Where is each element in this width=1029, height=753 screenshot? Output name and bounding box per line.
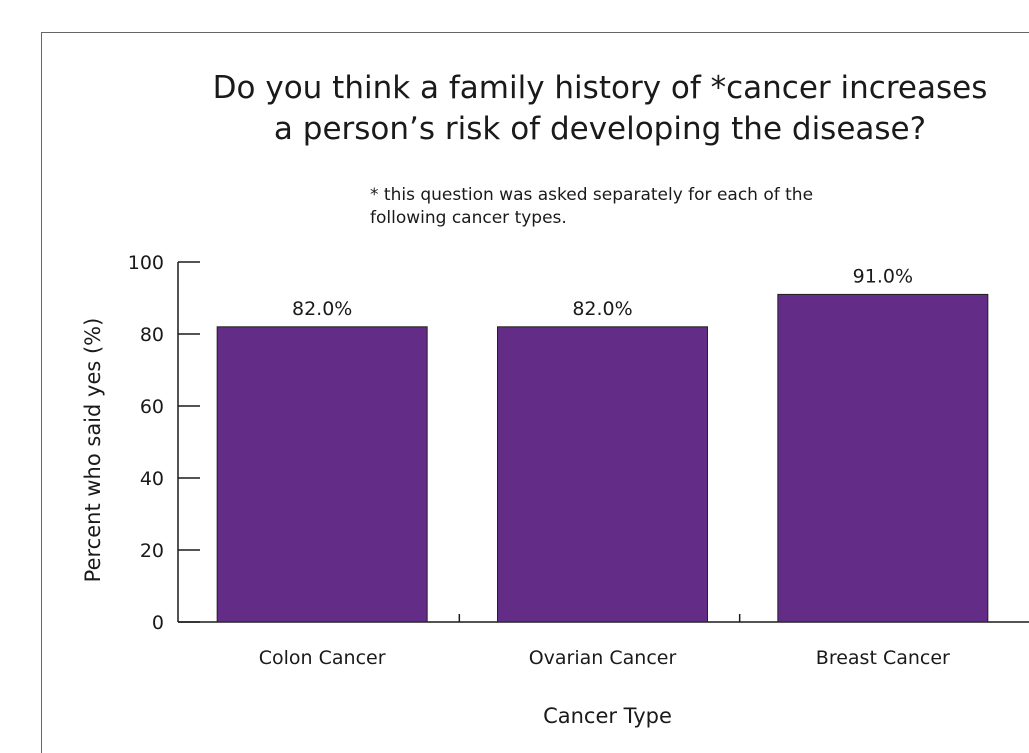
y-axis-title: Percent who said yes (%) [81,318,105,583]
bar-chart: 0 20 40 60 80 100 82.0% Colon Cancer 82.0% Ovaria… [81,252,1029,728]
bar-value-label: 82.0% [572,298,632,320]
x-category-label: Ovarian Cancer [529,647,677,669]
bars [216,293,989,623]
chart-subtitle: * this question was asked separately for… [370,185,814,228]
bar [497,326,708,623]
y-tick-label: 0 [152,612,164,634]
x-category-label: Breast Cancer [816,647,950,669]
x-category-label: Colon Cancer [259,647,386,669]
labels: 0 20 40 60 80 100 82.0% Colon Cancer 82.0% Ovaria… [81,252,950,728]
bar-value-label: 82.0% [292,298,352,320]
y-tick-label: 40 [140,468,164,490]
chart-title: Do you think a family history of *cancer… [212,70,988,147]
y-tick-label: 60 [140,396,164,418]
bar-value-label: 91.0% [853,265,913,287]
x-axis-title: Cancer Type [543,704,672,728]
chart-frame [41,32,1029,753]
y-tick-label: 80 [140,324,164,346]
y-tick-label: 100 [128,252,164,274]
y-tick-label: 20 [140,540,164,562]
bar [216,326,428,623]
bar [777,293,989,623]
